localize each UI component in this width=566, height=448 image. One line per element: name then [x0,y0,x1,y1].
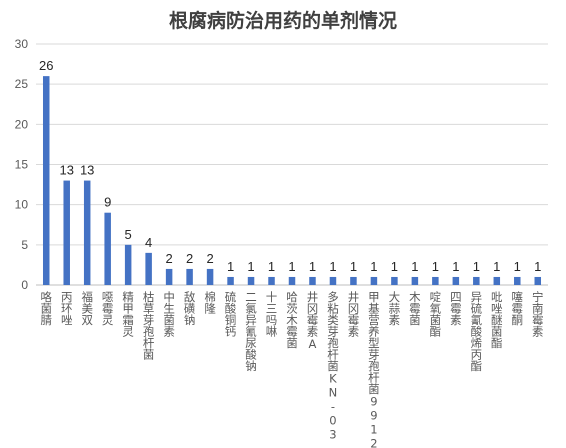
data-label: 1 [370,259,377,274]
bar [42,76,50,285]
data-label: 5 [125,227,132,242]
category-label: 啶氧菌酯 [428,290,442,337]
data-label: 1 [329,259,336,274]
gridlines [36,43,548,286]
category-label: 噻霉酮 [510,290,524,326]
category-label: 咯菌腈 [39,290,53,325]
data-label: 1 [391,259,398,274]
category-label: 多粘类芽孢杆菌KN-03 [326,290,340,441]
category-label: 甲基营养型芽孢杆菌9912 [367,291,381,448]
y-tick-label: 25 [15,77,29,91]
data-label: 1 [473,259,480,274]
data-label: 1 [411,259,418,274]
data-label: 2 [206,251,213,266]
bar [514,276,521,285]
bar [329,276,337,285]
bar [473,276,480,285]
category-label: 四霉素 [449,291,463,326]
bar [186,268,193,285]
category-label: 噁霉灵 [101,291,115,326]
data-label: 1 [534,259,541,274]
bar [268,276,275,285]
data-label: 13 [80,163,94,178]
category-label: 棉隆 [203,290,217,315]
bars [42,76,542,285]
bar [288,276,296,285]
category-label: 异硫氰酸烯丙酯 [469,291,483,372]
data-label: 2 [186,251,193,266]
category-label: 福美双 [80,290,94,326]
bar [493,276,501,285]
data-label: 13 [59,163,73,178]
category-label: 十三吗啉 [265,290,279,338]
data-label: 4 [145,235,152,250]
y-tick-label: 0 [21,278,28,292]
category-label: 敌磺钠 [183,290,197,325]
bar [247,276,255,285]
data-label: 1 [268,259,275,274]
bar [432,276,439,285]
data-label: 1 [350,259,357,274]
bar [391,276,398,285]
y-tick-label: 30 [15,37,29,51]
category-label: 精甲霜灵 [121,291,135,338]
category-labels: 咯菌腈 丙环唑 福美双 噁霉灵 精甲霜灵 枯草芽孢杆菌 中生菌素 敌磺钠 棉隆 硫酸铜钙 二氯异氰尿… [39,290,545,448]
bar [411,276,419,285]
data-label: 1 [514,259,521,274]
data-label: 1 [432,259,439,274]
bar [124,244,132,285]
data-label: 9 [104,195,111,210]
data-label: 1 [288,259,295,274]
category-label: 井冈霉素 [346,290,360,337]
category-label: 中生菌素 [162,291,176,337]
category-label: 哈茨木霉菌 [285,291,299,349]
data-label: 1 [309,259,316,274]
bar [370,276,378,285]
category-label: 丙环唑 [60,291,74,326]
bar [104,212,111,285]
bar [165,268,173,285]
bar [63,180,70,285]
category-label: 大蒜素 [387,290,401,325]
category-label: 二氯异氰尿酸钠 [244,291,258,372]
bar [145,252,152,285]
bar [350,276,357,285]
bar [206,268,214,285]
bar [452,276,460,285]
y-tick-label: 5 [21,238,28,252]
y-axis-ticks: 0 5 10 15 20 25 30 [15,37,29,292]
data-label: 2 [166,251,173,266]
bar [83,180,91,285]
category-label: 宁南霉素 [531,290,545,337]
data-label: 1 [493,259,500,274]
bar [227,276,234,285]
category-label: 吡唑醚菌酯 [490,291,504,349]
data-label: 1 [227,259,234,274]
y-tick-label: 10 [15,198,29,212]
data-label: 1 [452,259,459,274]
y-tick-label: 15 [15,158,29,172]
data-label: 26 [39,58,53,73]
data-label: 1 [247,259,254,274]
bar [534,276,542,285]
chart-title: 根腐病防治用药的单剂情况 [168,10,397,32]
category-label: 枯草芽孢杆菌 [142,290,156,361]
bar [309,276,316,285]
category-label: 井冈霉素A [305,290,319,351]
y-tick-label: 20 [15,117,29,131]
category-label: 木霉菌 [408,291,422,326]
category-label: 硫酸铜钙 [224,290,238,337]
